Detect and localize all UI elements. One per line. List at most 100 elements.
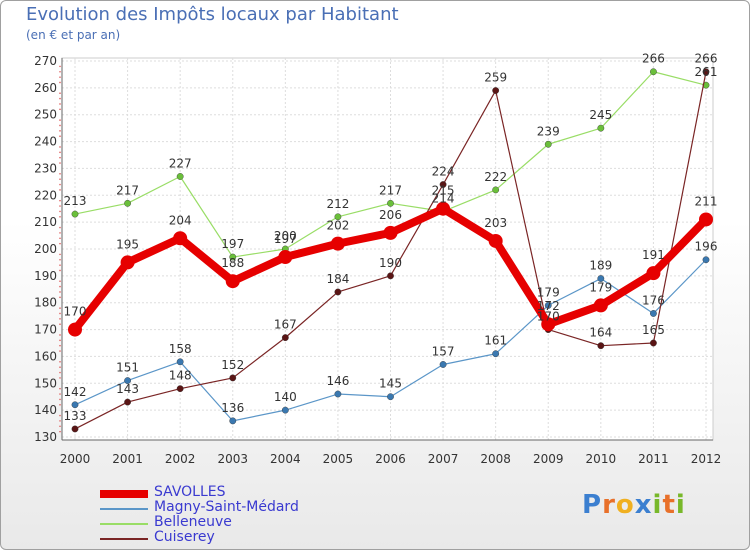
data-label: 239: [537, 124, 560, 138]
data-label: 151: [116, 361, 139, 375]
x-tick-label: 2008: [480, 452, 511, 466]
data-label: 227: [169, 156, 192, 170]
logo-letter: x: [634, 490, 653, 520]
y-minor-tick: [59, 387, 61, 390]
data-point: [383, 225, 398, 240]
y-minor-tick: [59, 130, 61, 132]
y-minor-tick: [59, 366, 61, 368]
data-label: 190: [379, 256, 402, 270]
data-label: 184: [326, 272, 349, 286]
y-minor-tick: [59, 414, 61, 417]
data-label: 200: [274, 229, 297, 243]
data-label: 197: [221, 237, 244, 251]
data-point: [646, 266, 661, 281]
data-label: 152: [221, 358, 244, 372]
x-tick-label: 2003: [217, 452, 248, 466]
data-point: [229, 417, 237, 425]
data-point: [492, 186, 500, 194]
data-point: [71, 401, 79, 409]
data-label: 196: [695, 240, 718, 254]
data-point: [650, 310, 657, 317]
data-point: [71, 425, 79, 433]
data-label: 176: [642, 293, 665, 307]
data-label: 188: [221, 256, 244, 270]
legend-label: Cuiserey: [154, 529, 215, 545]
data-point: [492, 350, 500, 358]
data-point: [439, 361, 447, 368]
y-minor-tick: [59, 205, 61, 207]
y-minor-tick: [59, 226, 61, 229]
y-minor-tick: [59, 215, 61, 218]
data-point: [176, 385, 184, 393]
y-minor-tick: [59, 70, 61, 73]
y-minor-tick: [59, 398, 61, 401]
y-minor-tick: [59, 350, 61, 352]
data-point: [650, 339, 657, 347]
y-minor-tick: [59, 124, 61, 127]
x-tick-label: 2005: [323, 452, 354, 466]
legend-swatch: [100, 523, 148, 525]
y-minor-tick: [59, 269, 61, 272]
proxiti-logo: Proxiti: [582, 490, 686, 520]
y-minor-tick: [59, 258, 61, 261]
y-tick-label: 140: [34, 403, 57, 417]
data-point: [597, 124, 605, 132]
data-label: 170: [64, 305, 87, 319]
legend-swatch: [100, 538, 148, 540]
data-point: [176, 358, 184, 366]
y-minor-tick: [59, 291, 61, 293]
data-point: [281, 334, 289, 342]
x-tick-label: 2004: [270, 452, 301, 466]
y-minor-tick: [59, 296, 61, 299]
y-minor-tick: [59, 242, 61, 245]
legend-label: Belleneuve: [154, 514, 232, 530]
data-label: 215: [432, 184, 455, 198]
data-label: 133: [64, 409, 87, 423]
y-tick-label: 160: [34, 349, 57, 363]
y-minor-tick: [59, 103, 61, 105]
y-minor-tick: [59, 92, 61, 95]
data-label: 261: [695, 65, 718, 79]
data-label: 161: [484, 334, 507, 348]
y-minor-tick: [59, 339, 61, 342]
y-minor-tick: [59, 81, 61, 84]
data-point: [387, 272, 394, 280]
data-label: 140: [274, 390, 297, 404]
y-tick-label: 270: [34, 54, 57, 68]
data-point: [488, 233, 503, 248]
y-minor-tick: [59, 65, 61, 68]
data-point: [334, 390, 342, 398]
data-label: 145: [379, 377, 402, 391]
data-label: 136: [221, 401, 244, 415]
data-label: 146: [326, 374, 349, 388]
data-point: [387, 393, 394, 401]
data-label: 259: [484, 71, 507, 85]
y-minor-tick: [59, 377, 61, 379]
y-minor-tick: [59, 318, 61, 320]
data-label: 212: [326, 197, 349, 211]
data-point: [124, 398, 131, 406]
data-point: [334, 288, 342, 296]
y-minor-tick: [59, 393, 61, 395]
data-label: 148: [169, 369, 192, 383]
data-label: 191: [642, 248, 665, 262]
y-tick-label: 200: [34, 242, 57, 256]
data-label: 170: [537, 310, 560, 324]
data-label: 197: [274, 232, 297, 246]
data-label: 179: [537, 285, 560, 299]
data-label: 189: [589, 259, 612, 273]
y-minor-tick: [59, 371, 61, 374]
y-tick-label: 170: [34, 323, 57, 337]
data-point: [492, 87, 500, 94]
data-point: [439, 181, 447, 188]
y-minor-tick: [59, 430, 61, 433]
data-point: [702, 256, 710, 264]
data-label: 195: [116, 237, 139, 251]
data-label: 143: [116, 382, 139, 396]
logo-letter: i: [675, 490, 686, 520]
y-minor-tick: [59, 189, 61, 191]
data-label: 213: [64, 194, 87, 208]
x-tick-label: 2006: [375, 452, 406, 466]
data-label: 167: [274, 318, 297, 332]
